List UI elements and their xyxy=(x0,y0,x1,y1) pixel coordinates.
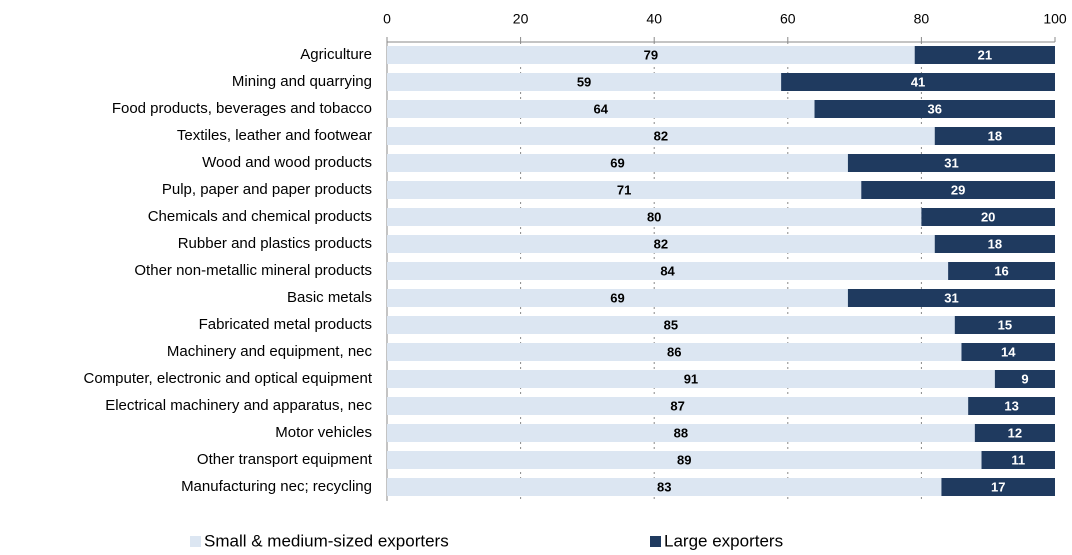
bar-segment xyxy=(861,181,1055,199)
y-tick-label: Manufacturing nec; recycling xyxy=(181,478,372,495)
data-label: 14 xyxy=(1001,344,1016,359)
bar-segment xyxy=(387,73,782,91)
bar-segment xyxy=(387,424,975,442)
x-tick-label: 0 xyxy=(383,11,391,27)
bar-segment xyxy=(387,370,995,388)
y-tick-label: Machinery and equipment, nec xyxy=(167,343,373,360)
data-label: 64 xyxy=(594,101,609,116)
data-label: 80 xyxy=(647,209,661,224)
y-tick-label: Pulp, paper and paper products xyxy=(162,181,372,198)
data-label: 16 xyxy=(994,263,1008,278)
bar-segment xyxy=(387,235,935,253)
bar-segment xyxy=(847,289,1055,307)
legend-swatch xyxy=(190,536,201,547)
x-tick-label: 100 xyxy=(1043,11,1067,27)
data-label: 17 xyxy=(991,479,1005,494)
y-tick-label: Other transport equipment xyxy=(197,451,373,468)
data-label: 82 xyxy=(654,236,668,251)
bar-segment xyxy=(387,262,949,280)
data-label: 12 xyxy=(1008,425,1022,440)
data-label: 85 xyxy=(664,317,678,332)
y-tick-label: Agriculture xyxy=(300,46,372,63)
bar-segment xyxy=(954,316,1055,334)
bar-segment xyxy=(921,208,1055,226)
data-label: 83 xyxy=(657,479,671,494)
y-tick-label: Mining and quarrying xyxy=(232,73,372,90)
bar-segment xyxy=(814,100,1055,118)
bar-segment xyxy=(934,235,1055,253)
bar-segment xyxy=(387,208,922,226)
data-label: 41 xyxy=(911,74,925,89)
data-label: 69 xyxy=(610,155,624,170)
bar-segment xyxy=(981,451,1055,469)
bar-segment xyxy=(387,397,969,415)
data-label: 36 xyxy=(928,101,942,116)
data-label: 18 xyxy=(988,128,1002,143)
y-tick-label: Food products, beverages and tobacco xyxy=(112,100,372,117)
data-label: 21 xyxy=(978,47,992,62)
x-tick-label: 60 xyxy=(780,11,796,27)
bar-segment xyxy=(387,289,848,307)
bar-segment xyxy=(941,478,1055,496)
data-label: 88 xyxy=(674,425,688,440)
x-tick-label: 20 xyxy=(513,11,529,27)
bar-segment xyxy=(847,154,1055,172)
bar-segment xyxy=(387,127,935,145)
bar-segment xyxy=(961,343,1055,361)
bar-segment xyxy=(934,127,1055,145)
data-label: 91 xyxy=(684,371,698,386)
y-tick-label: Textiles, leather and footwear xyxy=(177,127,372,144)
y-tick-label: Motor vehicles xyxy=(275,424,372,441)
legend-swatch xyxy=(650,536,661,547)
data-label: 86 xyxy=(667,344,681,359)
bar-segment xyxy=(387,46,915,64)
bar-segment xyxy=(994,370,1055,388)
bar-segment xyxy=(974,424,1055,442)
bar-segment xyxy=(387,100,815,118)
y-tick-label: Wood and wood products xyxy=(202,154,372,171)
data-label: 87 xyxy=(670,398,684,413)
data-label: 89 xyxy=(677,452,691,467)
legend-label: Large exporters xyxy=(664,531,783,550)
y-tick-label: Chemicals and chemical products xyxy=(148,208,372,225)
data-label: 69 xyxy=(610,290,624,305)
y-tick-label: Computer, electronic and optical equipme… xyxy=(83,370,372,387)
data-label: 59 xyxy=(577,74,591,89)
data-label: 13 xyxy=(1004,398,1018,413)
data-label: 79 xyxy=(644,47,658,62)
data-label: 29 xyxy=(951,182,965,197)
data-label: 15 xyxy=(998,317,1012,332)
bar-segment xyxy=(387,451,982,469)
data-label: 71 xyxy=(617,182,631,197)
data-label: 31 xyxy=(944,155,958,170)
y-tick-label: Rubber and plastics products xyxy=(178,235,372,252)
y-tick-label: Electrical machinery and apparatus, nec xyxy=(105,397,372,414)
bar-segment xyxy=(387,478,942,496)
x-tick-label: 80 xyxy=(914,11,930,27)
bar-segment xyxy=(914,46,1055,64)
data-label: 9 xyxy=(1021,371,1028,386)
bar-segment xyxy=(387,316,955,334)
y-tick-label: Basic metals xyxy=(287,289,372,306)
data-label: 11 xyxy=(1011,452,1025,467)
data-label: 20 xyxy=(981,209,995,224)
bar-segment xyxy=(968,397,1055,415)
x-tick-label: 40 xyxy=(646,11,662,27)
data-label: 18 xyxy=(988,236,1002,251)
y-tick-label: Fabricated metal products xyxy=(199,316,372,333)
data-label: 82 xyxy=(654,128,668,143)
bar-segment xyxy=(387,181,862,199)
data-label: 84 xyxy=(660,263,675,278)
y-tick-label: Other non-metallic mineral products xyxy=(134,262,372,279)
legend-label: Small & medium-sized exporters xyxy=(204,531,449,550)
bar-segment xyxy=(781,73,1055,91)
bar-segment xyxy=(948,262,1055,280)
bar-segment xyxy=(387,343,962,361)
bar-segment xyxy=(387,154,848,172)
data-label: 31 xyxy=(944,290,958,305)
